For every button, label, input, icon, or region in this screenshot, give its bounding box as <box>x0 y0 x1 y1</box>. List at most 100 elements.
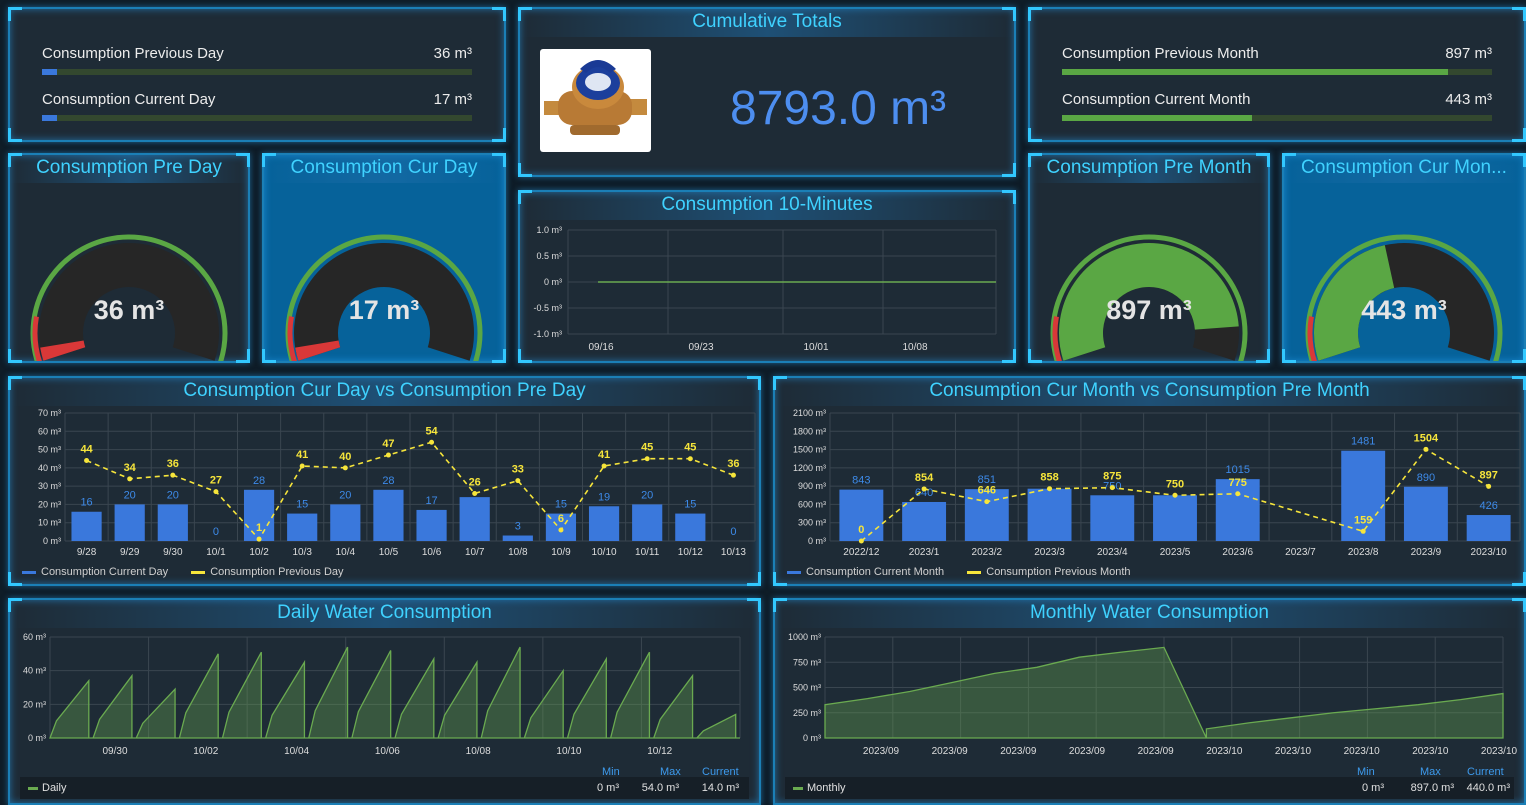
x-tick-label: 2023/09 <box>1138 746 1175 757</box>
bar-label: 19 <box>598 491 610 503</box>
panel-month-compare: Consumption Cur Month vs Consumption Pre… <box>773 376 1526 586</box>
bar <box>287 513 318 541</box>
data-point <box>644 456 650 462</box>
bar <box>330 504 361 541</box>
bar-label: 20 <box>124 489 136 501</box>
gauge-dial <box>1305 234 1503 361</box>
data-point <box>921 486 927 492</box>
x-tick-label: 2023/09 <box>1069 746 1106 757</box>
gauge-panel-pre-month: Consumption Pre Month 897 m³ <box>1028 153 1270 363</box>
x-tick-label: 10/8 <box>508 547 528 558</box>
bar <box>588 506 620 541</box>
x-tick-label: 10/08 <box>902 342 927 353</box>
x-tick-label: 2023/2 <box>972 547 1003 558</box>
legend-item[interactable]: Consumption Previous Day <box>191 566 344 578</box>
bar-label: 20 <box>167 489 179 501</box>
bar <box>1466 515 1511 541</box>
x-tick-label: 10/5 <box>379 547 399 558</box>
legend-item[interactable]: Consumption Current Month <box>787 566 944 578</box>
bar-label: 1015 <box>1225 464 1249 476</box>
stat-head-min: Min <box>1357 766 1375 778</box>
row-label: Consumption Previous Day <box>42 45 224 62</box>
row-previous-month: Consumption Previous Month 897 m³ <box>1062 45 1492 81</box>
series-line <box>86 441 734 541</box>
y-tick-label: 1200 m³ <box>793 463 826 473</box>
bar-label: 20 <box>641 489 653 501</box>
bar <box>1090 495 1135 541</box>
legend-item[interactable]: Consumption Previous Month <box>967 566 1131 578</box>
gauge-value: 17 m³ <box>348 295 420 325</box>
bar <box>1215 479 1260 541</box>
area-series <box>824 646 1504 739</box>
month-compare-chart: 2100 m³ 1800 m³ 1500 m³ 1200 m³ 900 m³ 600 m³… <box>793 408 1521 558</box>
data-point <box>1235 491 1241 497</box>
bar <box>964 489 1009 541</box>
x-tick-label: 2023/10 <box>1412 746 1449 757</box>
x-tick-label: 10/13 <box>721 547 746 558</box>
data-point <box>170 472 176 478</box>
bar <box>459 497 490 541</box>
gauge-threshold-low <box>287 316 297 361</box>
data-point <box>342 465 348 471</box>
y-tick-label: 900 m³ <box>798 481 826 491</box>
gauge-dial <box>30 234 228 361</box>
x-tick-label: 10/7 <box>465 547 485 558</box>
monthly-water-chart: 1000 m³ 750 m³ 500 m³ 250 m³ 0 m³ 2023/09 2023… <box>788 632 1518 757</box>
y-tick-label: 300 m³ <box>798 518 826 528</box>
bar <box>71 511 102 541</box>
data-point <box>429 439 435 445</box>
gauge-threshold-low <box>1052 316 1062 361</box>
progress-fill <box>42 115 58 121</box>
data-point <box>558 527 564 533</box>
x-tick-label: 2022/12 <box>843 547 880 558</box>
data-point <box>1360 528 1366 534</box>
bar <box>416 509 447 541</box>
y-tick-label: 0 m³ <box>544 277 562 287</box>
point-label: 0 <box>858 524 864 536</box>
point-label: 45 <box>641 442 653 454</box>
stats-row[interactable]: Monthly 0 m³ 897.0 m³ 440.0 m³ <box>785 777 1514 799</box>
y-tick-label: 750 m³ <box>793 657 821 667</box>
stats-row[interactable]: Daily 0 m³ 54.0 m³ 14.0 m³ <box>20 777 749 799</box>
bar-label: 15 <box>296 499 308 511</box>
point-label: 750 <box>1166 478 1184 490</box>
x-tick-label: 10/12 <box>647 746 672 757</box>
area-series <box>49 646 740 739</box>
panel-day-compare: Consumption Cur Day vs Consumption Pre D… <box>8 376 761 586</box>
row-current-month: Consumption Current Month 443 m³ <box>1062 91 1492 127</box>
bar-label: 851 <box>978 474 996 486</box>
y-tick-label: 30 m³ <box>38 481 61 491</box>
data-point <box>127 476 133 482</box>
stat-max: 54.0 m³ <box>641 782 679 794</box>
gauge-value: 443 m³ <box>1361 295 1447 325</box>
gauge-panel-cur-day: Consumption Cur Day 17 m³ <box>262 153 506 363</box>
x-tick-label: 10/12 <box>678 547 703 558</box>
point-label: 27 <box>210 475 222 487</box>
y-tick-label: 0.5 m³ <box>536 251 562 261</box>
series-line <box>860 448 1490 542</box>
x-tick-label: 2023/10 <box>1275 746 1312 757</box>
data-point <box>1423 446 1429 452</box>
data-point <box>385 452 391 458</box>
bar <box>373 489 404 541</box>
bar-label: 15 <box>555 499 567 511</box>
data-point <box>472 490 478 496</box>
stat-head-min: Min <box>602 766 620 778</box>
gauge-threshold-low <box>1307 316 1317 361</box>
y-tick-label: 70 m³ <box>38 408 61 418</box>
gauge-threshold-arc <box>285 234 483 361</box>
bar-label: 890 <box>1417 472 1435 484</box>
panel-title: Consumption Cur Day vs Consumption Pre D… <box>10 378 759 406</box>
y-tick-label: 250 m³ <box>793 708 821 718</box>
y-tick-label: 600 m³ <box>798 499 826 509</box>
progress-fill <box>1062 69 1448 75</box>
data-point <box>984 499 990 505</box>
row-value: 443 m³ <box>1445 91 1492 108</box>
point-label: 1504 <box>1414 432 1439 444</box>
gauge-threshold-arc <box>1305 234 1503 361</box>
x-tick-label: 10/10 <box>556 746 581 757</box>
gauge-threshold-low <box>32 316 42 361</box>
legend-item[interactable]: Consumption Current Day <box>22 566 168 578</box>
bar-label: 16 <box>80 497 92 509</box>
chart-legend: Consumption Current Day Consumption Prev… <box>22 566 364 578</box>
